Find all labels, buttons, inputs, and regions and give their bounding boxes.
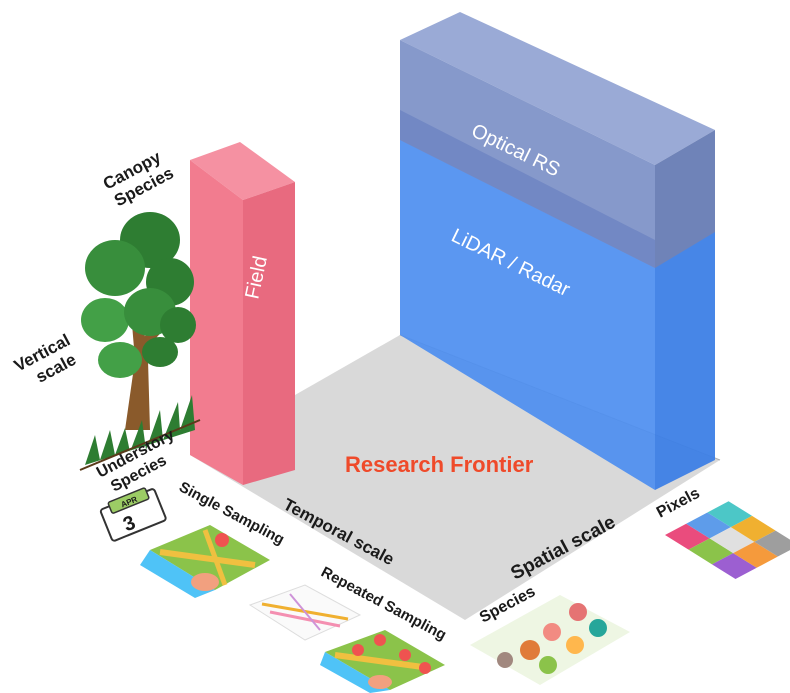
repeated-map-icon (320, 630, 445, 693)
map-icon (140, 525, 270, 598)
calendar-icon: APR 3 (99, 487, 167, 542)
research-frontier-label: Research Frontier (345, 452, 534, 477)
lidar-radar-box (400, 110, 715, 490)
pixel-cell (733, 541, 778, 568)
pixel-grid-icon (665, 501, 790, 580)
vertical-axis-edge (79, 419, 201, 471)
canopy-species-label: Canopy Species (100, 145, 178, 211)
pixel-cell (707, 501, 753, 528)
species-icon (470, 595, 630, 685)
research-frontier-floor (190, 335, 720, 620)
pixel-cell (712, 553, 757, 580)
schedule-icon (248, 584, 362, 641)
pixel-cell (686, 512, 731, 539)
vertical-scale-label: Vertical scale (11, 328, 87, 393)
tree-icon (81, 212, 196, 465)
pixel-cell (688, 538, 734, 565)
pixel-cell (754, 530, 790, 557)
pixel-cell (709, 527, 755, 554)
optical-rs-box (400, 12, 715, 268)
field-pillar (190, 142, 295, 485)
pixel-cell (730, 515, 776, 542)
pixel-cell (665, 523, 710, 550)
